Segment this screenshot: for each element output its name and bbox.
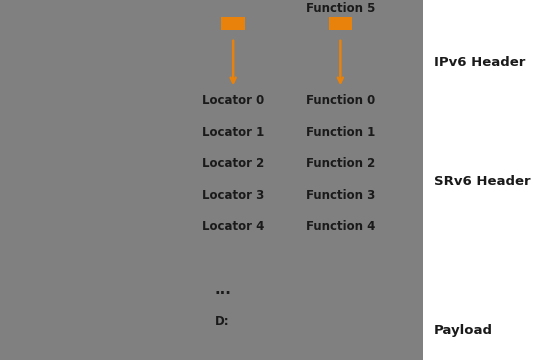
- Text: Locator 1: Locator 1: [202, 126, 264, 139]
- FancyBboxPatch shape: [0, 0, 423, 360]
- Text: Function 5: Function 5: [306, 3, 375, 15]
- Text: Locator 2: Locator 2: [202, 157, 264, 170]
- Text: IPv6 Header: IPv6 Header: [434, 57, 525, 69]
- Text: ...: ...: [214, 282, 231, 297]
- Text: D:: D:: [215, 315, 230, 328]
- Text: Function 4: Function 4: [306, 220, 375, 233]
- Text: Function 1: Function 1: [306, 126, 375, 139]
- Bar: [329, 17, 352, 30]
- Text: Locator 3: Locator 3: [202, 189, 264, 202]
- Text: Locator 4: Locator 4: [202, 220, 264, 233]
- Text: SRv6 Header: SRv6 Header: [434, 175, 531, 188]
- Text: Function 2: Function 2: [306, 157, 375, 170]
- Text: Function 3: Function 3: [306, 189, 375, 202]
- Text: Function 0: Function 0: [306, 94, 375, 107]
- Text: Payload: Payload: [434, 324, 493, 337]
- Text: Locator 0: Locator 0: [202, 94, 264, 107]
- Bar: [221, 17, 245, 30]
